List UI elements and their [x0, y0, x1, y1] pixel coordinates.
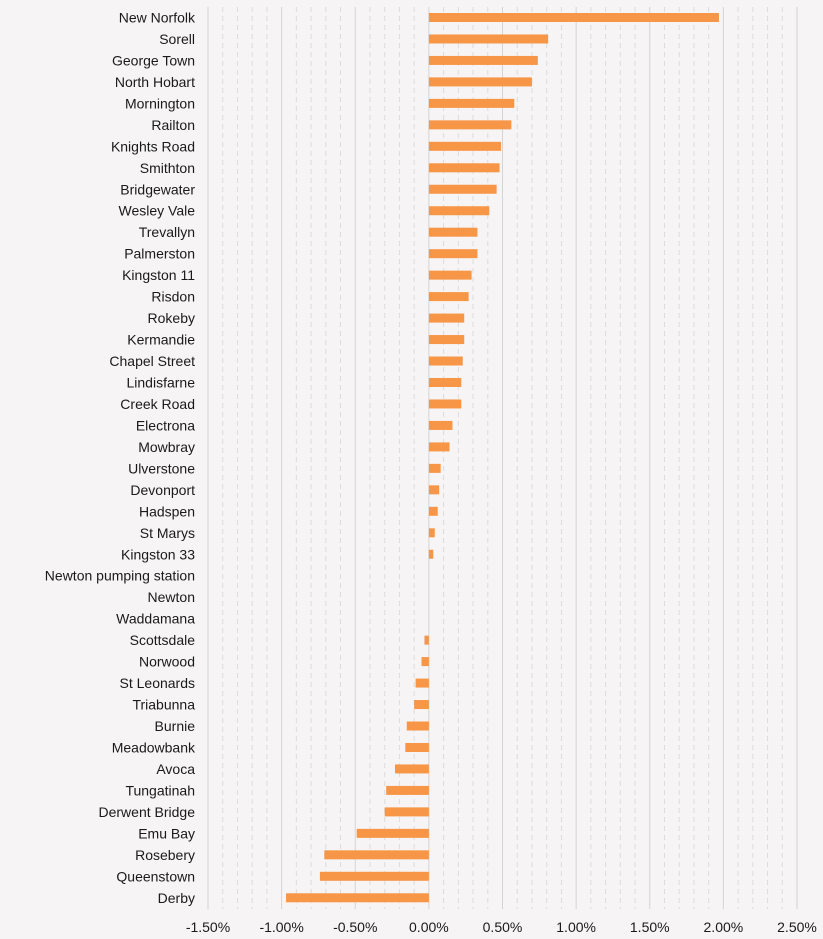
x-tick-label: 0.50% [483, 919, 523, 935]
bar [428, 184, 497, 194]
bar [428, 442, 450, 452]
category-label: Derby [158, 890, 195, 906]
category-label: Avoca [156, 761, 195, 777]
category-label: Rokeby [148, 310, 195, 326]
category-label: Triabunna [132, 697, 195, 713]
category-label: Mornington [125, 95, 195, 111]
x-tick-label: 2.50% [777, 919, 817, 935]
bar [428, 55, 538, 65]
bar [406, 721, 429, 731]
gridlines [207, 7, 798, 909]
bar [428, 335, 465, 345]
bar [428, 420, 453, 430]
category-label: Lindisfarne [127, 374, 196, 390]
category-label: Newton pumping station [45, 568, 195, 584]
bar [324, 850, 429, 860]
category-label: Wesley Vale [118, 203, 195, 219]
category-label: Scottsdale [130, 632, 196, 648]
category-label: St Marys [140, 525, 195, 541]
category-label: Smithton [140, 160, 195, 176]
bar [428, 463, 441, 473]
category-label: Railton [151, 117, 195, 133]
category-label: Chapel Street [109, 353, 195, 369]
bar [428, 141, 502, 151]
bar [428, 120, 512, 130]
bar [414, 700, 429, 710]
category-label: Rosebery [135, 847, 195, 863]
category-label: Emu Bay [138, 825, 195, 841]
category-label: Electrona [136, 417, 195, 433]
category-label: Derwent Bridge [99, 804, 196, 820]
x-tick-label: 1.00% [556, 919, 596, 935]
category-label: Queenstown [116, 868, 195, 884]
category-label: New Norfolk [119, 10, 196, 26]
bar [405, 742, 429, 752]
category-label: North Hobart [115, 74, 195, 90]
category-label: Mowbray [138, 439, 195, 455]
bar [415, 678, 429, 688]
category-label: Meadowbank [112, 739, 196, 755]
category-label: Waddamana [116, 611, 195, 627]
bar [428, 528, 435, 538]
bar [428, 399, 462, 409]
category-label: Bridgewater [120, 181, 195, 197]
category-label: Knights Road [111, 138, 195, 154]
category-label: George Town [112, 52, 195, 68]
bar [428, 98, 515, 108]
x-axis-tick-labels: -1.50% -1.00% -0.50% 0.00% 0.50% 1.00% 1.50% 2.… [186, 919, 817, 935]
bar [428, 13, 719, 22]
bar [421, 657, 429, 667]
bar [428, 313, 465, 323]
category-label: St Leonards [120, 675, 196, 691]
x-tick-label: 2.00% [704, 919, 744, 935]
bar [428, 506, 438, 516]
bar [428, 77, 532, 87]
bar [428, 356, 463, 366]
bar [319, 871, 429, 881]
category-label: Norwood [139, 654, 195, 670]
category-label: Newton [148, 589, 195, 605]
bar [356, 828, 429, 838]
x-tick-label: 1.50% [630, 919, 670, 935]
category-label: Hadspen [139, 503, 195, 519]
category-label: Burnie [155, 718, 196, 734]
bar [424, 635, 429, 645]
category-label: Risdon [151, 289, 195, 305]
category-label: Tungatinah [125, 782, 195, 798]
bar [428, 206, 490, 216]
x-tick-label: 0.00% [409, 919, 449, 935]
bar [428, 34, 549, 44]
category-label: Sorell [159, 31, 195, 47]
bar [428, 549, 434, 559]
category-label: Ulverstone [128, 460, 195, 476]
category-label: Creek Road [120, 396, 195, 412]
bar [428, 377, 462, 387]
bars [286, 13, 719, 903]
x-tick-label: -0.50% [333, 919, 377, 935]
x-tick-label: -1.50% [186, 919, 230, 935]
category-label: Palmerston [124, 246, 195, 262]
category-label: Trevallyn [139, 224, 195, 240]
bar [428, 292, 469, 302]
category-label: Kermandie [127, 332, 195, 348]
bar [384, 807, 429, 817]
x-tick-label: -1.00% [259, 919, 303, 935]
bar [428, 227, 478, 237]
bar [428, 270, 472, 280]
category-label: Kingston 11 [122, 267, 195, 283]
bar [286, 893, 429, 903]
bar [395, 764, 429, 774]
category-labels: New Norfolk Sorell George Town North Hobart… [45, 10, 196, 906]
bar [386, 785, 429, 795]
category-label: Devonport [130, 482, 195, 498]
bar [428, 485, 440, 495]
category-label: Kingston 33 [121, 546, 195, 562]
bar [428, 249, 478, 259]
bar [428, 163, 500, 173]
